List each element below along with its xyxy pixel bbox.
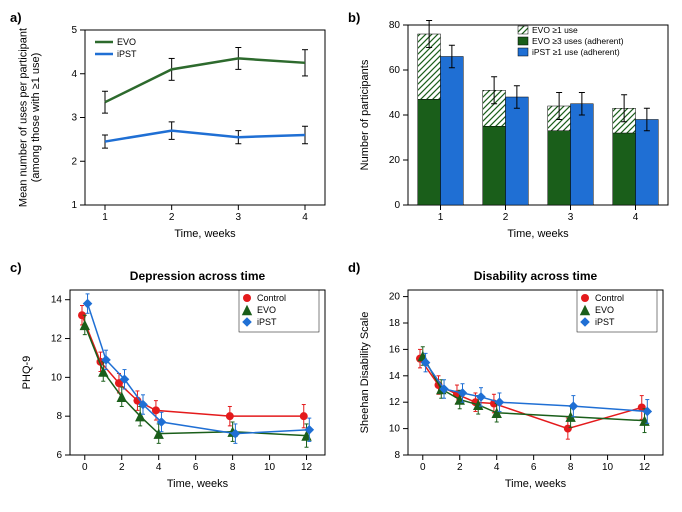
svg-text:2: 2 bbox=[503, 212, 509, 223]
svg-text:EVO: EVO bbox=[117, 37, 136, 47]
panel-b-label: b) bbox=[348, 10, 360, 25]
svg-text:2: 2 bbox=[71, 156, 77, 167]
svg-text:60: 60 bbox=[389, 65, 401, 76]
svg-text:12: 12 bbox=[51, 334, 63, 345]
svg-text:EVO ≥3 uses (adherent): EVO ≥3 uses (adherent) bbox=[532, 36, 624, 46]
svg-text:0: 0 bbox=[82, 462, 88, 473]
svg-text:14: 14 bbox=[389, 371, 401, 382]
svg-text:14: 14 bbox=[51, 295, 63, 306]
svg-text:8: 8 bbox=[56, 411, 62, 422]
svg-text:1: 1 bbox=[71, 200, 77, 211]
svg-text:5: 5 bbox=[71, 25, 77, 36]
svg-text:4: 4 bbox=[302, 212, 308, 223]
svg-text:Time, weeks: Time, weeks bbox=[507, 228, 569, 240]
panel-a: a) 1 2 3 4 1 2 3 4 5 Time, weeks Mean number of us… bbox=[10, 10, 340, 252]
svg-text:Time, weeks: Time, weeks bbox=[174, 228, 236, 240]
svg-text:40: 40 bbox=[389, 110, 401, 121]
svg-text:EVO: EVO bbox=[257, 305, 276, 315]
svg-text:16: 16 bbox=[389, 344, 401, 355]
panel-c: c) Depression across time 0 2 4 6 8 10 12 6 8 10 12… bbox=[10, 260, 340, 502]
svg-text:iPST: iPST bbox=[595, 317, 615, 327]
svg-text:20: 20 bbox=[389, 292, 401, 303]
svg-text:PHQ-9: PHQ-9 bbox=[21, 356, 33, 390]
panel-a-label: a) bbox=[10, 10, 22, 25]
svg-text:12: 12 bbox=[301, 462, 313, 473]
svg-text:20: 20 bbox=[389, 155, 401, 166]
svg-text:iPST: iPST bbox=[117, 49, 137, 59]
svg-text:80: 80 bbox=[389, 20, 401, 31]
panel-d: d) Disability across time 0 2 4 6 8 10 12 8 10 12 1… bbox=[348, 260, 678, 502]
svg-text:iPST ≥1 use (adherent): iPST ≥1 use (adherent) bbox=[532, 47, 620, 57]
svg-text:Disability across time: Disability across time bbox=[474, 269, 598, 283]
svg-text:8: 8 bbox=[394, 450, 400, 461]
svg-text:10: 10 bbox=[264, 462, 276, 473]
svg-text:Number of participants: Number of participants bbox=[359, 59, 371, 170]
svg-text:12: 12 bbox=[639, 462, 651, 473]
svg-text:Sheehan Disability Scale: Sheehan Disability Scale bbox=[359, 312, 371, 434]
svg-text:4: 4 bbox=[71, 69, 77, 80]
svg-text:3: 3 bbox=[236, 212, 242, 223]
svg-text:1: 1 bbox=[102, 212, 108, 223]
svg-text:Time, weeks: Time, weeks bbox=[167, 478, 229, 490]
svg-text:4: 4 bbox=[494, 462, 500, 473]
svg-text:2: 2 bbox=[119, 462, 125, 473]
svg-text:iPST: iPST bbox=[257, 317, 277, 327]
svg-text:8: 8 bbox=[568, 462, 574, 473]
svg-text:12: 12 bbox=[389, 397, 401, 408]
svg-text:Depression across time: Depression across time bbox=[130, 269, 266, 283]
svg-text:10: 10 bbox=[51, 372, 63, 383]
svg-text:Time, weeks: Time, weeks bbox=[505, 478, 567, 490]
svg-text:6: 6 bbox=[56, 450, 62, 461]
svg-text:4: 4 bbox=[633, 212, 639, 223]
svg-text:EVO ≥1 use: EVO ≥1 use bbox=[532, 25, 578, 35]
svg-text:6: 6 bbox=[193, 462, 199, 473]
panel-c-label: c) bbox=[10, 260, 22, 275]
svg-text:2: 2 bbox=[169, 212, 175, 223]
svg-text:4: 4 bbox=[156, 462, 162, 473]
svg-text:10: 10 bbox=[389, 424, 401, 435]
svg-text:Control: Control bbox=[595, 293, 624, 303]
svg-text:8: 8 bbox=[230, 462, 236, 473]
panel-b: b) 1234020406080Time, weeksNumber of par… bbox=[348, 10, 678, 252]
chart-a: 1 2 3 4 1 2 3 4 5 Time, weeks Mean number of uses … bbox=[10, 10, 340, 250]
svg-text:1: 1 bbox=[438, 212, 444, 223]
svg-text:3: 3 bbox=[71, 113, 77, 124]
svg-text:0: 0 bbox=[420, 462, 426, 473]
svg-text:3: 3 bbox=[568, 212, 574, 223]
svg-text:10: 10 bbox=[602, 462, 614, 473]
svg-text:0: 0 bbox=[394, 200, 400, 211]
chart-c: Depression across time 0 2 4 6 8 10 12 6 8 10 12 14 T… bbox=[10, 260, 340, 500]
svg-text:EVO: EVO bbox=[595, 305, 614, 315]
svg-text:2: 2 bbox=[457, 462, 463, 473]
svg-text:Control: Control bbox=[257, 293, 286, 303]
svg-text:6: 6 bbox=[531, 462, 537, 473]
panel-d-label: d) bbox=[348, 260, 360, 275]
chart-b: 1234020406080Time, weeksNumber of partic… bbox=[348, 10, 678, 250]
svg-text:18: 18 bbox=[389, 318, 401, 329]
svg-text:Mean number of uses per partic: Mean number of uses per participant(amon… bbox=[18, 28, 42, 207]
chart-d: Disability across time 0 2 4 6 8 10 12 8 10 12 14 16… bbox=[348, 260, 678, 500]
